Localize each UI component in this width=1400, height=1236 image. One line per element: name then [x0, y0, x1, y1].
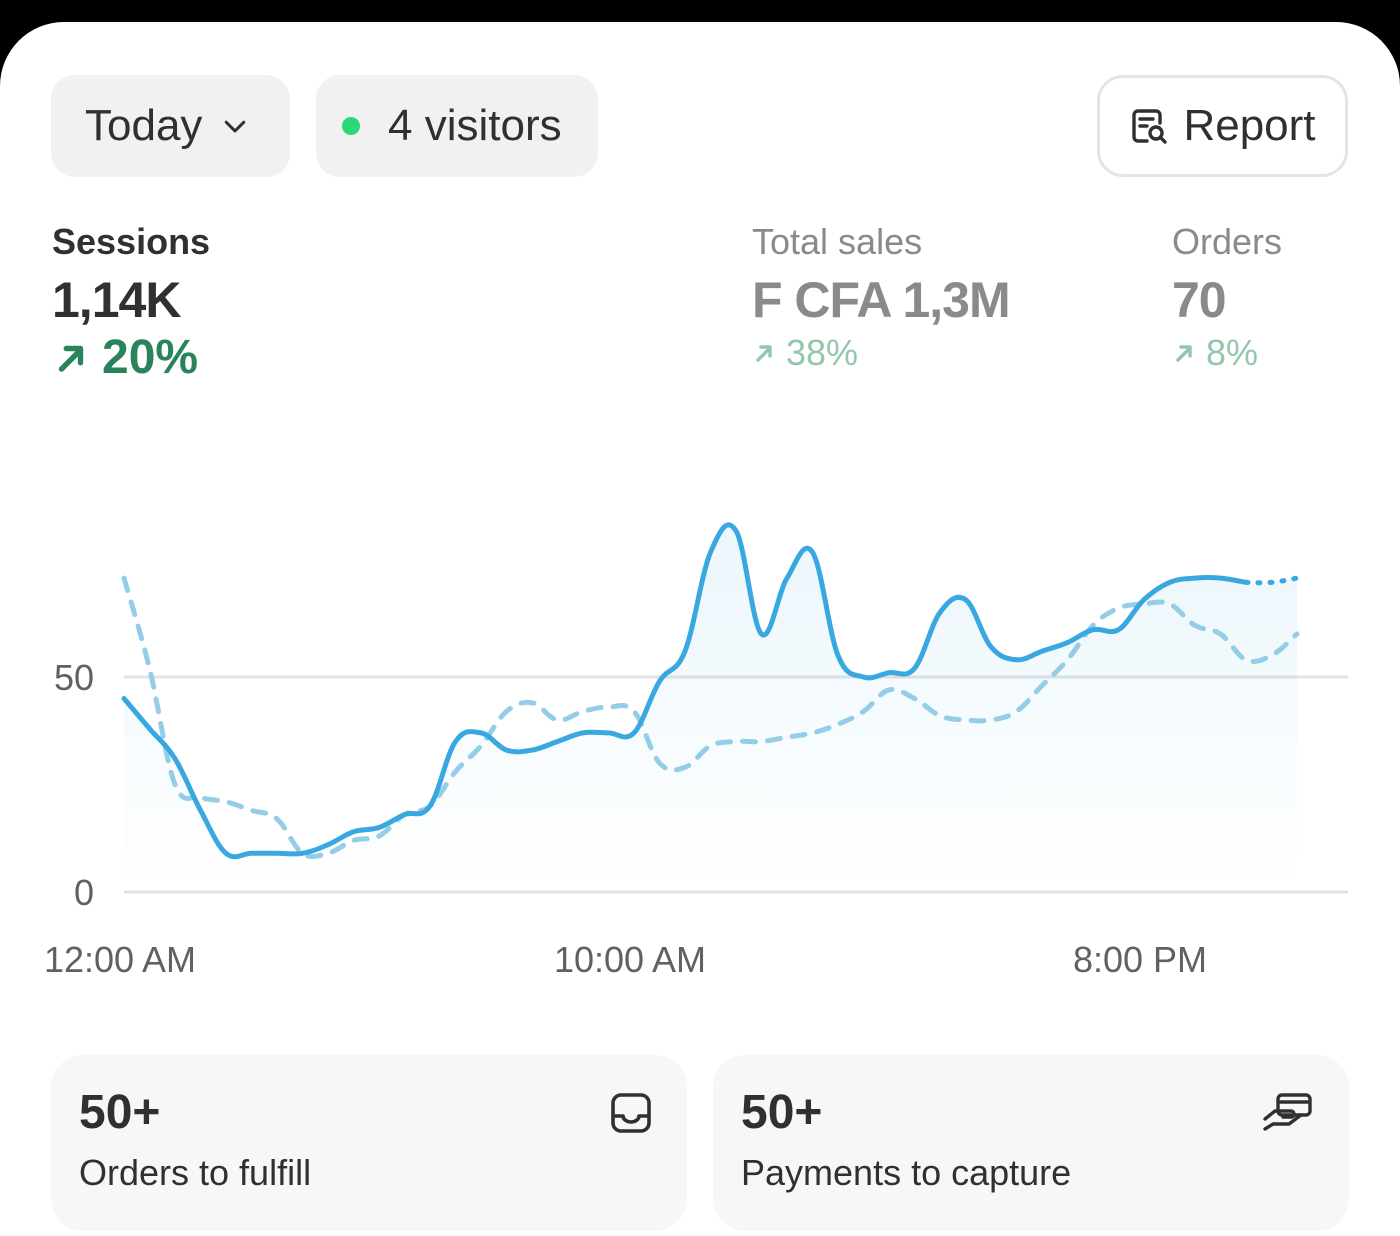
report-search-icon — [1132, 109, 1168, 144]
metric-sessions-delta: 20% — [52, 330, 210, 386]
inbox-icon — [611, 1093, 651, 1133]
arrow-up-right-icon — [58, 345, 84, 372]
orders-to-fulfill-count: 50+ — [79, 1086, 161, 1139]
metric-total-sales[interactable]: Total sales F CFA 1,3M 38% — [752, 220, 1011, 376]
report-button[interactable]: Report — [1097, 75, 1348, 177]
y-tick-label: 0 — [74, 872, 94, 913]
metric-orders[interactable]: Orders 70 8% — [1172, 220, 1282, 376]
chevron-down-icon — [225, 120, 246, 133]
x-tick-label: 8:00 PM — [1073, 939, 1207, 980]
metric-total-sales-label: Total sales — [752, 221, 923, 262]
payments-to-capture-count: 50+ — [741, 1086, 823, 1139]
live-visitors-label: 4 visitors — [388, 101, 562, 150]
live-indicator-dot — [342, 117, 360, 135]
series-current-line — [121, 522, 1249, 860]
analytics-screen: Today 4 visitors Report Sessions 1,14K 2… — [0, 22, 1400, 1236]
arrow-up-right-icon — [756, 345, 772, 362]
y-tick-label: 50 — [54, 657, 94, 698]
date-range-label: Today — [85, 101, 203, 150]
payments-to-capture-label: Payments to capture — [741, 1152, 1072, 1193]
date-range-selector[interactable]: Today — [51, 75, 290, 177]
x-tick-label: 10:00 AM — [554, 939, 706, 980]
metric-sessions[interactable]: Sessions 1,14K 20% — [52, 220, 210, 386]
series-current-projection-line — [1243, 575, 1300, 586]
metric-orders-delta-value: 8% — [1206, 332, 1259, 373]
metric-total-sales-value: F CFA 1,3M — [752, 272, 1011, 328]
orders-to-fulfill-label: Orders to fulfill — [79, 1152, 312, 1193]
orders-to-fulfill-card[interactable]: 50+ Orders to fulfill — [51, 1055, 687, 1231]
metric-orders-delta: 8% — [1172, 330, 1282, 376]
metric-total-sales-delta: 38% — [752, 330, 1010, 376]
payments-to-capture-card[interactable]: 50+ Payments to capture — [713, 1055, 1349, 1231]
arrow-up-right-icon — [1176, 345, 1192, 362]
metric-sessions-value: 1,14K — [52, 272, 181, 328]
series-current-area — [124, 524, 1297, 892]
metric-orders-label: Orders — [1172, 221, 1283, 262]
live-visitors-button[interactable]: 4 visitors — [316, 75, 598, 177]
series-previous-line — [121, 575, 1300, 860]
sessions-chart: 0 50 12:00 AM 10:00 AM 8:00 PM — [44, 522, 1348, 980]
metric-total-sales-delta-value: 38% — [786, 332, 859, 373]
report-label: Report — [1183, 101, 1316, 150]
metric-orders-value: 70 — [1172, 272, 1227, 328]
x-tick-label: 12:00 AM — [44, 939, 196, 980]
hand-payment-icon — [1263, 1093, 1312, 1131]
metric-sessions-delta-value: 20% — [102, 331, 199, 384]
metric-sessions-label: Sessions — [52, 221, 211, 262]
